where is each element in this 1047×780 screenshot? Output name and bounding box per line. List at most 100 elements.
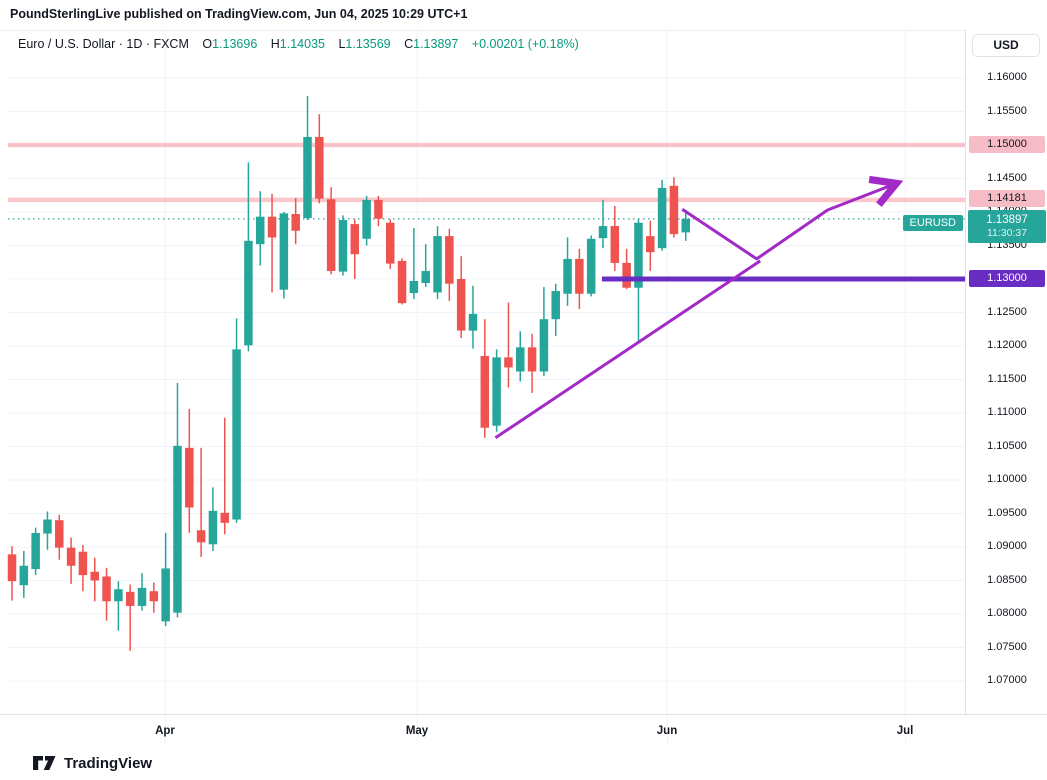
footer: TradingView [0, 746, 1047, 780]
month-label: Apr [155, 725, 175, 737]
candle [19, 565, 29, 586]
price-tick: 1.11000 [987, 406, 1027, 418]
candle [55, 520, 64, 548]
grid-horizontal [8, 77, 965, 682]
candle [208, 510, 218, 545]
candle [468, 313, 478, 331]
month-label: May [405, 725, 429, 737]
candle [303, 136, 312, 219]
grid-vertical [164, 31, 906, 715]
price-tick: 1.09000 [987, 540, 1027, 552]
candle [681, 218, 690, 233]
candle [622, 262, 631, 288]
candle [43, 519, 52, 534]
candlestick-plot[interactable] [0, 31, 965, 715]
price-tick: 1.15500 [987, 104, 1027, 117]
symbol-title: Euro / U.S. Dollar · 1D · FXCM [18, 37, 189, 51]
candle [456, 279, 466, 331]
candle [244, 240, 253, 346]
level-price-label: 1.13000 [969, 269, 1045, 287]
candles [7, 96, 690, 651]
symbol-price-tag: EURUSD [902, 214, 963, 231]
candle [125, 591, 135, 606]
month-gridline-tick [165, 715, 166, 747]
candle [362, 199, 371, 239]
candle [350, 224, 360, 255]
candle [173, 445, 182, 613]
price-tick: 1.08000 [987, 607, 1027, 619]
candle [586, 238, 596, 294]
price-tick: 1.09500 [987, 506, 1027, 519]
month-gridline-tick [667, 715, 668, 747]
candle [634, 222, 643, 288]
candle [445, 236, 454, 284]
candle [338, 220, 348, 272]
candle [279, 213, 289, 290]
price-tick: 1.12000 [987, 339, 1027, 351]
projection-arrow [681, 175, 904, 261]
candle [149, 591, 159, 602]
attribution-text: PoundSterlingLive published on TradingVi… [10, 7, 468, 21]
price-tick: 1.11500 [987, 372, 1027, 385]
level-price-label: 1.15000 [969, 135, 1045, 153]
candle [563, 258, 572, 294]
high-value: 1.14035 [279, 37, 325, 51]
change-value: +0.00201 (+0.18%) [471, 37, 579, 51]
candle [196, 530, 206, 543]
candle [610, 226, 620, 263]
price-tick: 1.08500 [987, 573, 1027, 586]
candle [433, 236, 442, 293]
price-tick: 1.07500 [987, 640, 1027, 653]
tradingview-wordmark[interactable]: TradingView [64, 754, 153, 772]
candle [646, 236, 655, 253]
candle [185, 447, 194, 508]
price-tick: 1.10500 [987, 439, 1027, 452]
current-price-value: 1.13897 [986, 213, 1028, 226]
close-value: 1.13897 [413, 37, 459, 51]
candle [291, 214, 300, 231]
candle [504, 357, 513, 368]
ascending-trendline [494, 259, 762, 440]
candle [161, 568, 170, 622]
candle [516, 347, 525, 372]
candle [374, 199, 383, 219]
bar-countdown: 11:30:37 [986, 226, 1028, 239]
current-price-label: 1.13897 11:30:37 [968, 209, 1046, 243]
open-value: 1.13696 [212, 37, 258, 51]
level-price-label: 1.14181 [969, 190, 1045, 208]
high-label: H [270, 37, 280, 51]
close-label: C [404, 37, 414, 51]
open-label: O [202, 37, 213, 51]
candle [669, 185, 679, 235]
price-axis[interactable]: USD 1.160001.155001.150001.145001.140001… [965, 30, 1047, 746]
candle [114, 589, 123, 602]
candle [657, 187, 667, 249]
candle [539, 319, 549, 372]
candle [409, 281, 419, 294]
month-label: Jul [896, 725, 914, 737]
low-value: 1.13569 [345, 37, 391, 51]
price-tick: 1.12500 [987, 305, 1027, 318]
tradingview-logo-icon[interactable] [33, 755, 56, 771]
candle [397, 260, 407, 304]
candle [480, 356, 490, 428]
candle [527, 347, 537, 372]
candle [102, 576, 111, 602]
candle [90, 571, 99, 581]
candle [492, 357, 501, 426]
candle [598, 226, 608, 239]
low-label: L [338, 37, 346, 51]
candle [326, 199, 336, 271]
chart-pane[interactable]: Euro / U.S. Dollar · 1D · FXCM O1.13696 … [0, 30, 965, 715]
currency-toggle-button[interactable]: USD [972, 34, 1040, 57]
time-axis[interactable]: Apr May Jun Jul [0, 714, 1047, 748]
attribution-bar: PoundSterlingLive published on TradingVi… [0, 0, 1047, 30]
candle [7, 554, 17, 582]
candle [78, 551, 88, 576]
price-tick: 1.07000 [987, 674, 1027, 686]
candle [315, 136, 324, 199]
candle [267, 216, 277, 238]
price-tick: 1.14500 [987, 171, 1027, 184]
symbol-legend[interactable]: Euro / U.S. Dollar · 1D · FXCM O1.13696 … [18, 37, 579, 51]
